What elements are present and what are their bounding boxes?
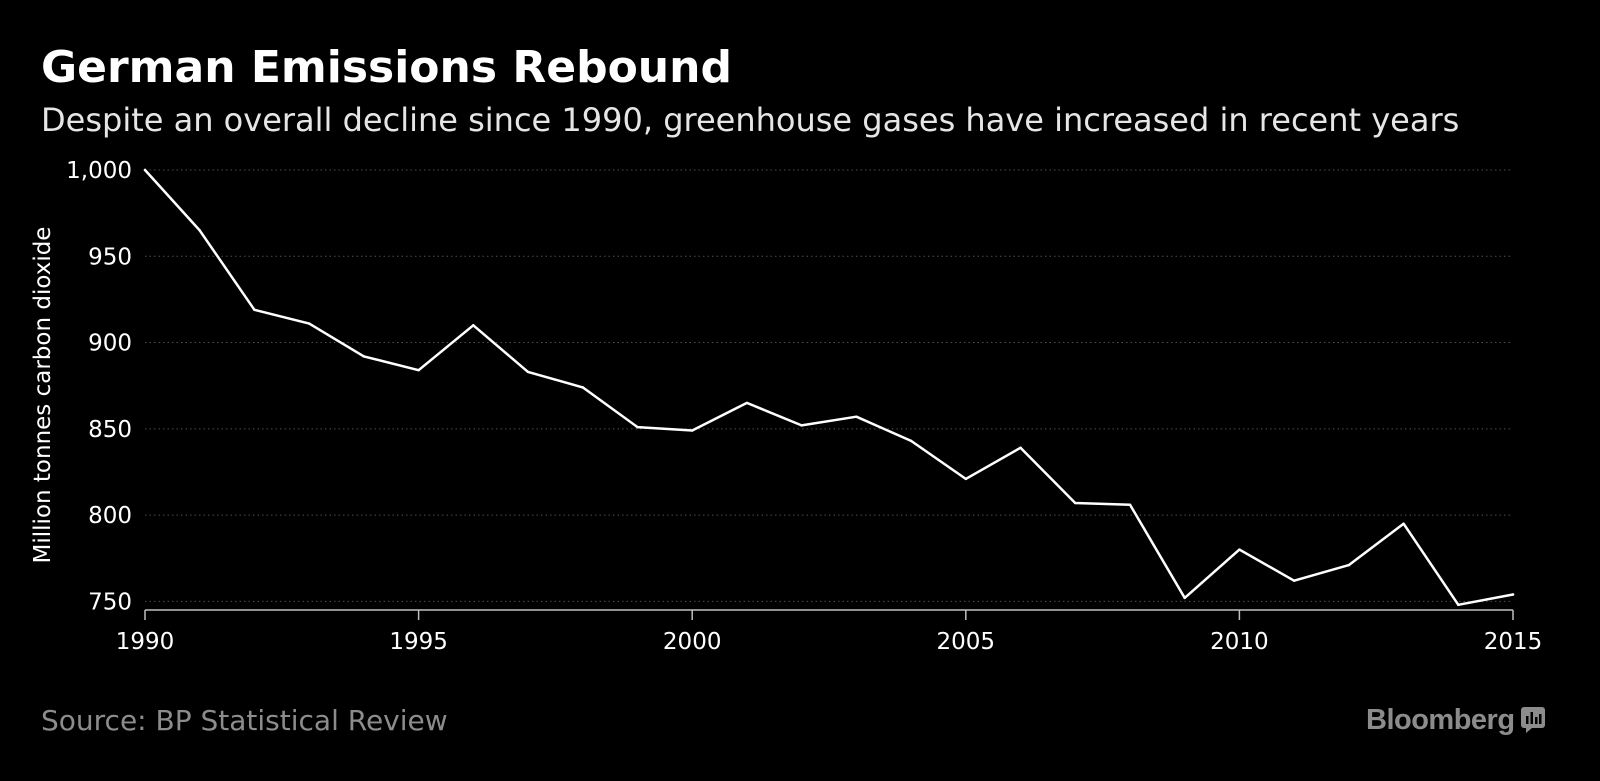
source-note: Source: BP Statistical Review (41, 704, 448, 737)
y-axis-title: Million tonnes carbon dioxide (30, 227, 56, 564)
data-point (253, 308, 256, 312)
x-axis: 1990 1995 2000 2005 2010 2015 (116, 609, 1543, 655)
y-axis: 750 800 850 900 950 1,000 (66, 158, 132, 615)
grid-lines (145, 169, 1513, 602)
y-tick-label: 950 (88, 244, 132, 270)
data-point (1183, 596, 1186, 600)
data-point (198, 229, 201, 232)
data-point (526, 370, 530, 374)
y-tick-label: 1,000 (66, 158, 132, 184)
data-point (472, 324, 475, 327)
brand-name: Bloomberg (1366, 703, 1515, 736)
data-point (1347, 563, 1351, 567)
y-tick-label: 900 (88, 331, 132, 357)
data-point (745, 401, 749, 405)
data-point (1238, 548, 1241, 551)
chart-subtitle: Despite an overall decline since 1990, g… (41, 101, 1460, 139)
data-point (581, 386, 585, 389)
series-group (143, 168, 1515, 607)
y-axis-title-group: Million tonnes carbon dioxide (30, 227, 56, 564)
data-point (307, 322, 311, 325)
x-tick-label: 1990 (116, 629, 175, 655)
data-point (964, 477, 968, 481)
x-tick-label: 2015 (1484, 629, 1543, 655)
y-tick-label: 800 (88, 503, 132, 529)
data-point (1511, 593, 1515, 596)
data-point (1402, 522, 1405, 525)
data-point (362, 355, 366, 358)
data-point (800, 424, 803, 427)
data-point (855, 415, 858, 418)
y-tick-label: 850 (88, 417, 132, 443)
data-point (143, 168, 147, 172)
data-point (1128, 503, 1132, 506)
brand-logo: Bloomberg (1366, 702, 1566, 738)
emissions-series-line (143, 168, 1515, 607)
x-tick-label: 2000 (663, 629, 722, 655)
chart-title: German Emissions Rebound (41, 42, 732, 93)
line-chart: 750 800 850 900 950 1,000 1990 1995 2000 2005 201… (30, 158, 1543, 655)
x-tick-label: 2010 (1210, 629, 1269, 655)
data-point (1073, 501, 1077, 505)
y-tick-label: 750 (88, 589, 132, 615)
data-point (1292, 579, 1296, 582)
x-tick-label: 2005 (937, 629, 996, 655)
data-point (636, 425, 639, 429)
bloomberg-chart-icon (1520, 707, 1545, 733)
data-point (1019, 446, 1022, 450)
x-tick-label: 1995 (389, 629, 448, 655)
data-point (909, 439, 913, 443)
data-point (1457, 603, 1460, 607)
data-point (417, 368, 420, 372)
data-point (690, 429, 694, 432)
